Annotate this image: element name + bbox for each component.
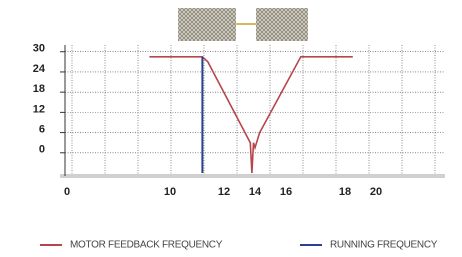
- chart: 0 6 12 18 24 30 0 10 12 14 16 18 20 MOTOR FEEDBACK F…: [0, 0, 462, 257]
- x-tick-label: 12: [218, 186, 230, 198]
- x-axis-bar: [60, 174, 445, 178]
- x-tick-label: 20: [370, 186, 382, 198]
- legend-label: RUNNING FREQUENCY: [330, 240, 438, 251]
- y-tick-label: 18: [33, 83, 45, 95]
- y-tick-label: 12: [33, 103, 45, 115]
- motor-image: [256, 8, 308, 41]
- x-tick-label: 18: [339, 186, 351, 198]
- legend-label: MOTOR FEEDBACK FREQUENCY: [70, 240, 223, 251]
- x-tick-label: 16: [280, 186, 292, 198]
- motor-image: [178, 8, 236, 41]
- y-tick-label: 6: [39, 123, 45, 135]
- x-tick-label: 0: [64, 186, 70, 198]
- y-tick-label: 0: [39, 144, 45, 156]
- x-tick-label: 10: [164, 186, 176, 198]
- plot: [149, 57, 352, 173]
- y-tick-label: 30: [33, 43, 45, 55]
- x-tick-label: 14: [249, 186, 262, 198]
- series-line: [149, 57, 352, 173]
- y-tick-label: 24: [33, 63, 46, 75]
- legend: MOTOR FEEDBACK FREQUENCY RUNNING FREQUENC…: [40, 240, 438, 251]
- motor-diagram: [178, 8, 308, 41]
